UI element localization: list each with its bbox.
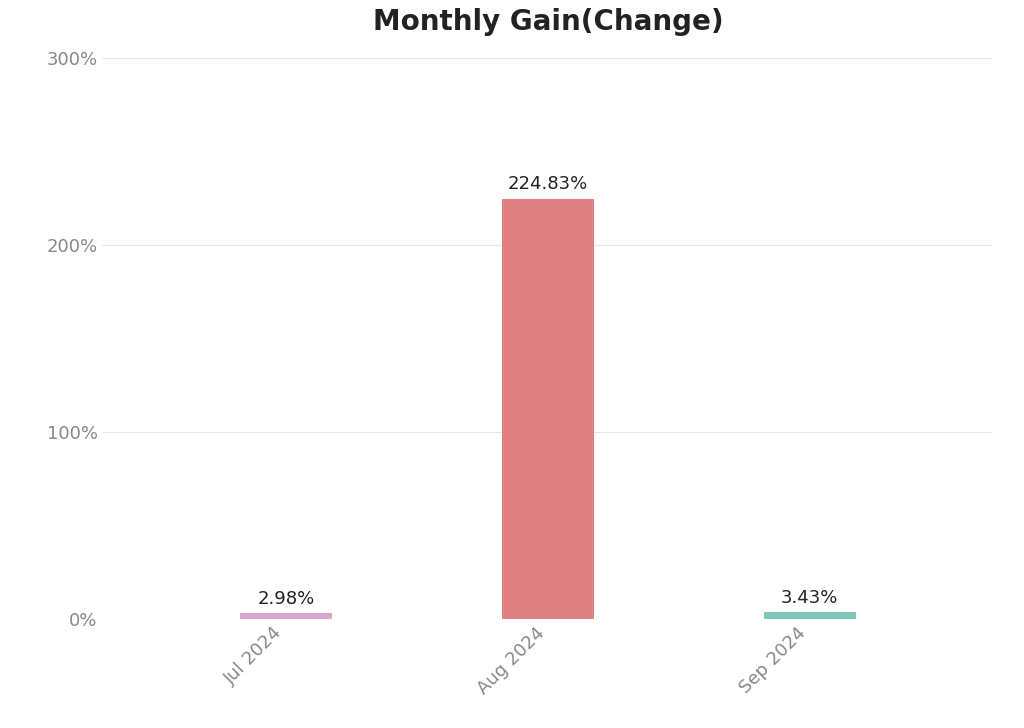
Bar (502, 199, 594, 619)
Bar (764, 612, 856, 619)
Text: 3.43%: 3.43% (781, 589, 839, 606)
Title: Monthly Gain(Change): Monthly Gain(Change) (373, 9, 723, 36)
Text: 224.83%: 224.83% (508, 175, 588, 193)
Bar (240, 613, 332, 619)
Text: 2.98%: 2.98% (257, 590, 314, 608)
